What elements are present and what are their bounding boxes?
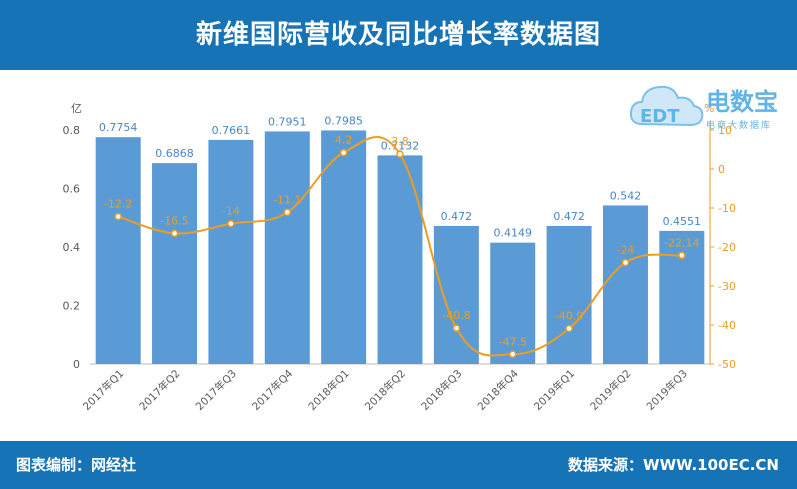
- x-tick-label: 2018年Q4: [475, 367, 521, 413]
- right-tick-label: 0: [718, 163, 725, 176]
- bar: [321, 130, 367, 364]
- bar: [377, 155, 423, 364]
- bar: [602, 205, 648, 364]
- growth-rate-label: -47.5: [498, 335, 526, 348]
- growth-rate-label: -40.8: [442, 309, 470, 322]
- left-tick-label: 0.2: [63, 300, 81, 313]
- growth-rate-point: [508, 350, 517, 358]
- x-tick-label: 2019年Q1: [531, 367, 577, 413]
- growth-rate-label: -40.9: [555, 310, 583, 323]
- footer-bar: 图表编制：网经社 数据来源：WWW.100EC.CN: [0, 441, 797, 489]
- right-tick-label: -20: [718, 241, 736, 254]
- left-tick-label: 0.4: [63, 241, 81, 254]
- bar-value-label: 0.6868: [155, 147, 194, 160]
- logo-subtitle: 电商大数据库: [706, 121, 773, 131]
- x-tick-label: 2017年Q2: [137, 367, 183, 413]
- right-axis-unit: %: [704, 102, 714, 115]
- left-tick-label: 0.6: [63, 183, 81, 196]
- growth-rate-label: -16.5: [160, 214, 188, 227]
- growth-rate-point: [114, 212, 122, 221]
- bar: [659, 230, 705, 364]
- logo-brand: 电数宝: [706, 88, 778, 116]
- chart-title: 新维国际营收及同比增长率数据图: [195, 20, 601, 50]
- cloud-logo-icon: EDT: [629, 85, 704, 127]
- growth-rate-label: -11.1: [273, 193, 301, 206]
- left-tick-label: 0: [73, 358, 80, 371]
- right-tick-label: -50: [718, 358, 736, 371]
- x-tick-label: 2019年Q3: [644, 367, 690, 413]
- bar: [433, 225, 479, 364]
- bar-value-label: 0.7661: [212, 124, 251, 137]
- bar: [95, 137, 141, 364]
- right-tick-label: -40: [718, 319, 736, 332]
- bar-value-label: 0.472: [553, 210, 585, 223]
- growth-rate-label: -24: [616, 244, 634, 257]
- growth-rate-point: [170, 229, 179, 238]
- growth-rate-point: [227, 219, 235, 228]
- bar: [208, 139, 254, 364]
- growth-rate-label: -12.2: [104, 198, 132, 211]
- logo-mark: EDT: [640, 106, 680, 127]
- x-tick-label: 2017年Q3: [193, 367, 239, 413]
- growth-rate-label: -22.14: [664, 236, 699, 249]
- growth-rate-label: 4.2: [335, 134, 353, 147]
- growth-rate-point: [565, 324, 573, 333]
- growth-rate-point: [339, 148, 348, 157]
- bar-value-label: 0.7985: [324, 114, 363, 127]
- right-tick-label: -10: [718, 202, 736, 215]
- x-tick-label: 2017年Q1: [80, 367, 126, 413]
- bar: [152, 163, 198, 364]
- left-axis-unit: 亿: [71, 102, 82, 115]
- bar-value-label: 0.4551: [663, 215, 702, 228]
- growth-rate-label: 3.8: [391, 135, 409, 148]
- bar-value-label: 0.4149: [493, 227, 532, 240]
- bar: [546, 225, 592, 364]
- growth-rate-label: -14: [222, 205, 240, 218]
- x-tick-label: 2017年Q4: [249, 367, 295, 413]
- bar-value-label: 0.7951: [268, 115, 307, 128]
- bar-value-label: 0.542: [610, 189, 642, 202]
- bar-value-label: 0.472: [441, 210, 473, 223]
- bar: [264, 131, 310, 364]
- bar: [490, 242, 536, 364]
- combo-chart: 0 0.2 0.4 0.6 0.8 亿 -50 -40 -30 -20 -10 0 10% 0.7754 0…: [63, 102, 736, 413]
- x-tick-label: 2019年Q2: [587, 367, 633, 413]
- growth-rate-point: [283, 208, 292, 217]
- x-tick-label: 2018年Q2: [362, 367, 408, 413]
- footer-source: 数据来源：WWW.100EC.CN: [568, 456, 779, 474]
- header-bar: 新维国际营收及同比增长率数据图: [0, 0, 797, 70]
- growth-rate-point: [396, 150, 404, 158]
- bar-value-label: 0.7754: [99, 121, 138, 134]
- x-tick-label: 2018年Q3: [418, 367, 464, 413]
- growth-rate-point: [621, 258, 630, 267]
- logo: EDT 电数宝 电商大数据库: [628, 78, 797, 138]
- right-tick-label: -30: [718, 280, 736, 293]
- x-tick-label: 2018年Q1: [306, 367, 352, 413]
- growth-rate-point: [452, 324, 461, 332]
- footer-credit: 图表编制：网经社: [16, 456, 137, 474]
- growth-rate-point: [678, 251, 686, 260]
- right-tick-label: 10: [718, 124, 732, 137]
- left-tick-label: 0.8: [63, 124, 81, 137]
